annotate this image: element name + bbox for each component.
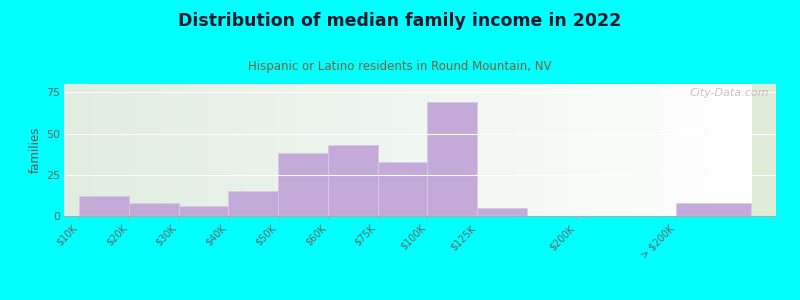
Bar: [427, 102, 478, 216]
Bar: [228, 191, 278, 216]
Bar: [378, 161, 427, 216]
Text: Hispanic or Latino residents in Round Mountain, NV: Hispanic or Latino residents in Round Mo…: [248, 60, 552, 73]
Text: City-Data.com: City-Data.com: [690, 88, 769, 98]
Bar: [178, 206, 228, 216]
Bar: [79, 196, 129, 216]
Bar: [328, 145, 378, 216]
Bar: [278, 153, 328, 216]
Text: Distribution of median family income in 2022: Distribution of median family income in …: [178, 12, 622, 30]
Bar: [129, 203, 178, 216]
Bar: [478, 208, 527, 216]
Y-axis label: families: families: [29, 127, 42, 173]
Bar: [677, 203, 751, 216]
